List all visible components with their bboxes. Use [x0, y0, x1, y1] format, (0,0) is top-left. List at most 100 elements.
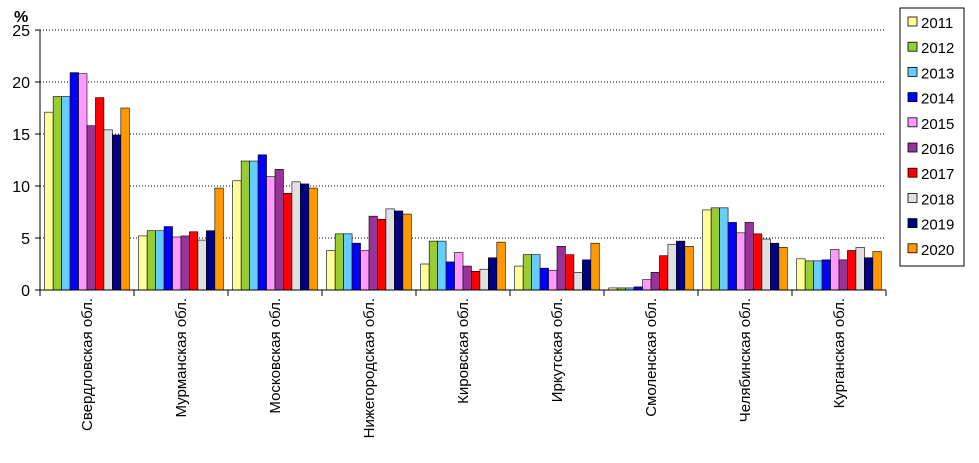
bar [78, 73, 88, 291]
bar [249, 160, 259, 291]
legend-swatch [907, 167, 918, 178]
bar [61, 96, 71, 291]
bar [420, 263, 430, 291]
bar [351, 242, 361, 291]
bar [590, 242, 600, 291]
bar [761, 238, 771, 291]
bar [719, 207, 729, 291]
bar [69, 72, 79, 291]
bar [573, 272, 583, 291]
bar [180, 235, 190, 291]
bar [710, 207, 720, 291]
bar [684, 246, 694, 291]
bar [659, 255, 669, 291]
bar [163, 226, 173, 291]
y-tick-label: 20 [12, 75, 30, 92]
bar [471, 270, 481, 291]
bar [462, 265, 472, 291]
bar [736, 232, 746, 291]
legend-swatch [907, 117, 918, 128]
legend-swatch [907, 16, 918, 27]
bar [454, 252, 464, 291]
legend-entry: 2015 [921, 116, 954, 133]
x-axis-categories: Свердловская обл. Мурманская обл. Московск… [79, 298, 848, 438]
bar [437, 240, 447, 291]
axes [35, 29, 887, 296]
bar [95, 97, 105, 291]
legend-entry: 2017 [921, 166, 954, 183]
bar [804, 260, 814, 291]
bar [155, 230, 165, 291]
bar [796, 258, 806, 291]
y-axis-unit-label: % [14, 9, 28, 26]
bar [308, 187, 318, 291]
bar [274, 169, 284, 291]
bar [830, 249, 840, 291]
bars [44, 72, 882, 291]
y-tick-label: 15 [12, 127, 30, 144]
bar [727, 222, 737, 291]
bar [283, 192, 293, 291]
legend-entry: 2011 [921, 15, 953, 32]
category-label: Курганская обл. [831, 298, 848, 408]
y-axis-ticks: 0 5 10 15 20 25 [12, 23, 30, 300]
legend-entry: 2019 [921, 217, 954, 234]
legend-swatch [907, 192, 918, 203]
bar [206, 230, 216, 291]
y-tick-label: 25 [12, 23, 30, 40]
bar [214, 187, 224, 291]
bar [385, 208, 395, 291]
y-tick-label: 0 [21, 283, 30, 300]
bar [548, 269, 558, 291]
bar [52, 96, 62, 291]
bar [394, 210, 404, 291]
legend-entry: 2016 [921, 141, 954, 158]
bar [257, 154, 267, 291]
bar [531, 254, 541, 291]
legend: 2011 2012 2013 2014 2015 2016 2017 2018 2019 2020 [899, 7, 965, 267]
bar [582, 259, 592, 291]
legend-swatch [907, 67, 918, 77]
bar [642, 279, 652, 291]
bar [838, 259, 848, 291]
category-label: Нижегородская обл. [361, 298, 378, 438]
legend-swatch [907, 41, 918, 52]
bar [86, 125, 96, 291]
grid-lines [40, 29, 886, 239]
bar [428, 240, 438, 291]
bar [300, 183, 310, 291]
legend-entry: 2018 [921, 191, 954, 208]
bar [197, 239, 207, 291]
bar [146, 230, 156, 291]
legend-swatch [907, 142, 918, 153]
legend-entry: 2020 [921, 242, 954, 259]
bar [667, 243, 677, 291]
y-tick-label: 5 [21, 231, 30, 248]
y-tick-label: 10 [12, 179, 30, 196]
bar [377, 218, 387, 291]
bar [360, 250, 370, 291]
legend-swatch [907, 218, 918, 229]
bar [479, 268, 489, 291]
bar [650, 272, 660, 291]
legend-entry: 2014 [921, 91, 954, 108]
bar [112, 134, 122, 291]
bar [753, 233, 763, 291]
bar [172, 236, 182, 291]
category-label: Иркутская обл. [549, 298, 566, 402]
bar [232, 180, 242, 291]
category-label: Челябинская обл. [737, 298, 754, 422]
bar [445, 261, 455, 291]
bar [189, 231, 199, 291]
bar [334, 233, 344, 291]
category-label: Кировская обл. [455, 298, 472, 404]
bar [488, 257, 498, 291]
bar [138, 235, 148, 291]
bar [240, 160, 250, 291]
bar [744, 222, 754, 291]
category-label: Свердловская обл. [79, 298, 96, 431]
bar [368, 215, 378, 291]
bar [522, 254, 532, 291]
bar [778, 247, 788, 291]
